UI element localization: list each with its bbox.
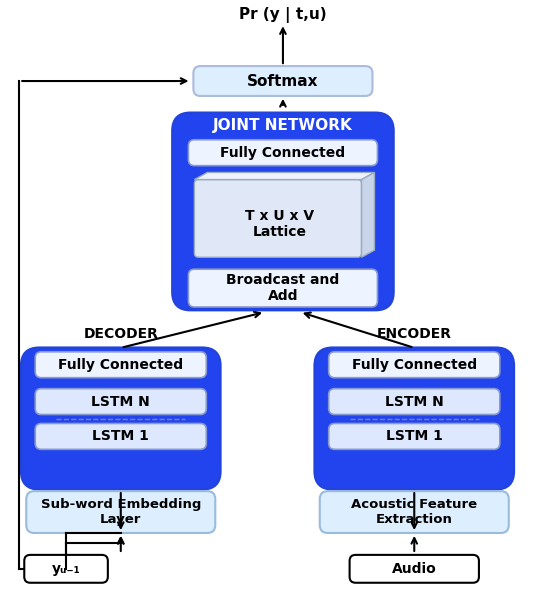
FancyBboxPatch shape bbox=[350, 555, 479, 583]
Text: LSTM N: LSTM N bbox=[385, 395, 444, 408]
Text: Fully Connected: Fully Connected bbox=[352, 358, 477, 371]
FancyBboxPatch shape bbox=[195, 180, 362, 257]
Polygon shape bbox=[362, 172, 375, 257]
FancyBboxPatch shape bbox=[189, 140, 377, 166]
FancyBboxPatch shape bbox=[320, 491, 509, 533]
FancyBboxPatch shape bbox=[35, 352, 207, 378]
Text: yᵤ₋₁: yᵤ₋₁ bbox=[51, 562, 80, 576]
Text: Broadcast and
Add: Broadcast and Add bbox=[227, 273, 340, 303]
FancyBboxPatch shape bbox=[189, 269, 377, 307]
Text: Audio: Audio bbox=[392, 562, 437, 576]
Text: Softmax: Softmax bbox=[247, 73, 319, 89]
FancyBboxPatch shape bbox=[328, 423, 500, 449]
Text: LSTM N: LSTM N bbox=[92, 395, 150, 408]
FancyBboxPatch shape bbox=[315, 348, 514, 489]
Text: T x U x V
Lattice: T x U x V Lattice bbox=[246, 209, 314, 240]
FancyBboxPatch shape bbox=[24, 555, 108, 583]
Text: JOINT NETWORK: JOINT NETWORK bbox=[213, 118, 353, 133]
Text: Pr (y | t,u): Pr (y | t,u) bbox=[239, 7, 327, 23]
Text: DECODER: DECODER bbox=[83, 327, 158, 341]
FancyBboxPatch shape bbox=[26, 491, 215, 533]
Text: Acoustic Feature
Extraction: Acoustic Feature Extraction bbox=[351, 498, 478, 526]
FancyBboxPatch shape bbox=[328, 389, 500, 415]
Text: Fully Connected: Fully Connected bbox=[58, 358, 183, 371]
Text: ENCODER: ENCODER bbox=[377, 327, 452, 341]
Polygon shape bbox=[195, 172, 375, 180]
FancyBboxPatch shape bbox=[35, 423, 207, 449]
FancyBboxPatch shape bbox=[193, 66, 372, 96]
Text: LSTM 1: LSTM 1 bbox=[386, 429, 443, 444]
FancyBboxPatch shape bbox=[328, 352, 500, 378]
Text: Sub-word Embedding
Layer: Sub-word Embedding Layer bbox=[41, 498, 201, 526]
FancyBboxPatch shape bbox=[172, 113, 393, 310]
Text: LSTM 1: LSTM 1 bbox=[92, 429, 149, 444]
FancyBboxPatch shape bbox=[35, 389, 207, 415]
FancyBboxPatch shape bbox=[21, 348, 220, 489]
Text: Fully Connected: Fully Connected bbox=[221, 146, 345, 160]
